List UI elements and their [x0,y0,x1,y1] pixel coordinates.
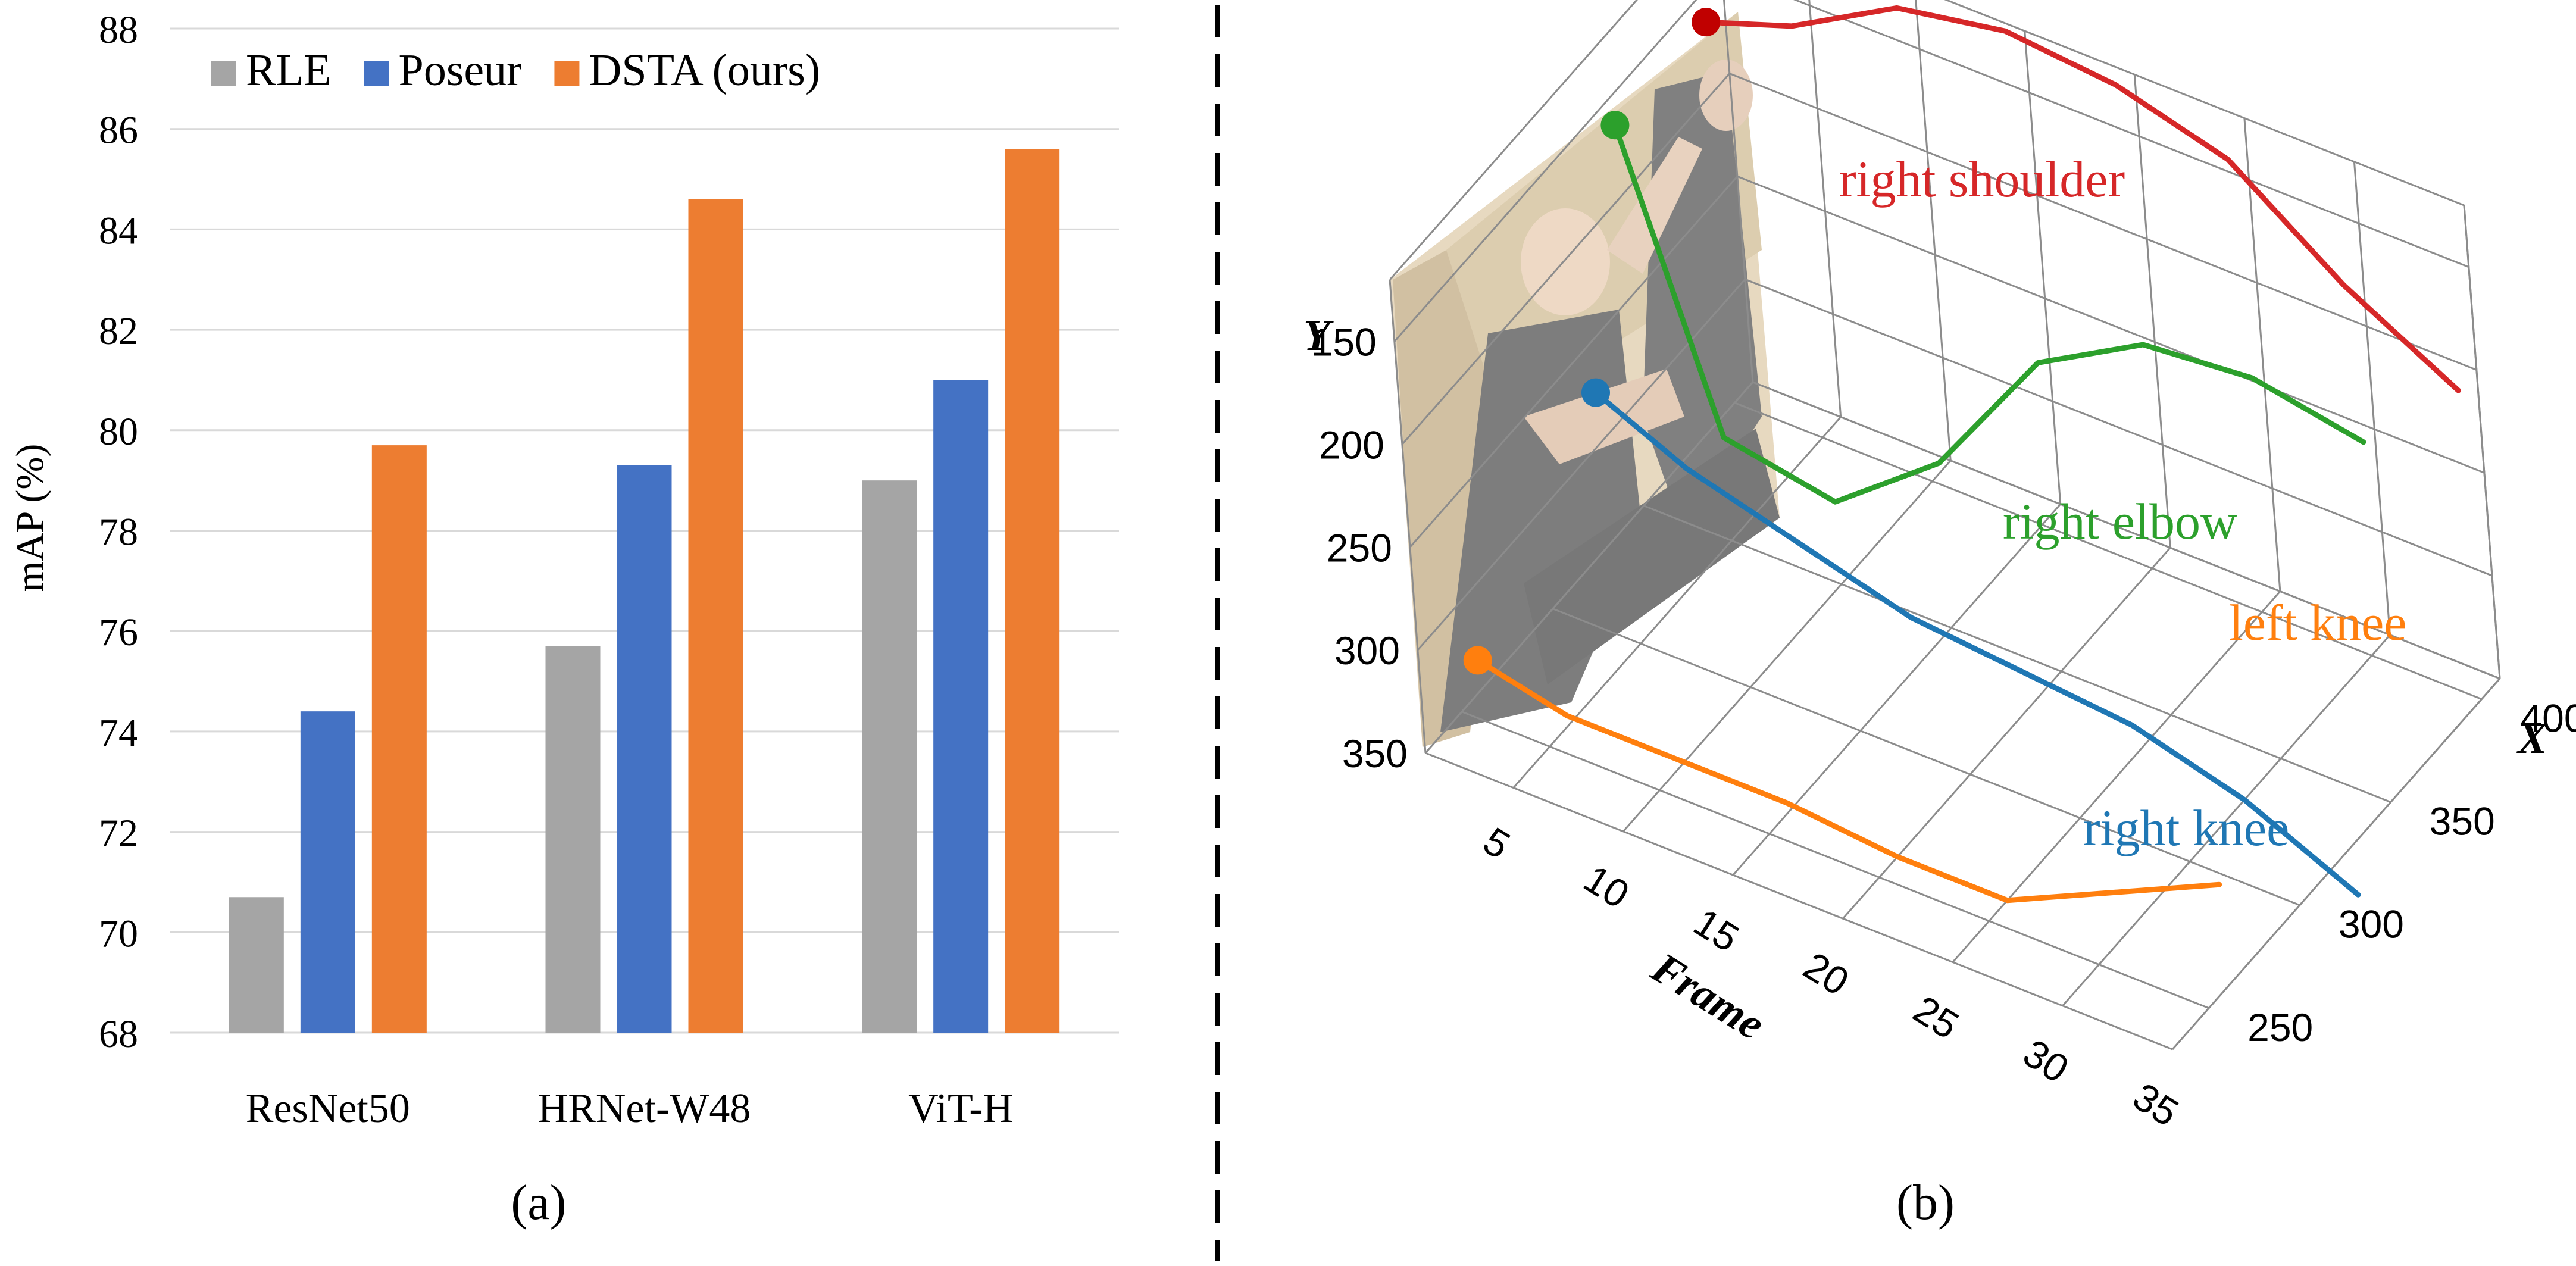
bar-chart-x-tick-labels: ResNet50 HRNet-W48 ViT-H [246,1086,1013,1131]
y-tick-label: 68 [99,1012,138,1056]
trajectory-start-right-knee [1581,378,1610,407]
trajectory-right-knee [1593,390,2361,898]
floor-gridline [1643,505,2391,804]
x-tick-label: 300 [2339,902,2404,946]
y-axis-label: mAP (%) [8,444,52,592]
floor-gridline [2062,634,2391,1006]
joint-trajectory-labels: right shoulder right elbow left knee right … [1839,151,2406,856]
panel-label-b: (b) [1896,1175,1955,1230]
trajectory-label-left-knee: left knee [2229,594,2406,651]
bar-rle-vit-h [862,480,917,1033]
legend-swatch [211,61,236,86]
floor-gridline [1425,752,2173,1051]
trajectory-start-right-elbow [1600,111,1630,140]
legend-swatch [554,61,580,86]
trajectory-right-shoulder [1703,5,2461,393]
back-wall-gridline [2243,118,2281,592]
y-tick-label: 86 [99,109,138,152]
back-wall-gridline [1793,0,2469,268]
y-tick-label: 84 [99,209,138,252]
x-axis-title: X [2516,714,2548,763]
bar-poseur-vit-h [933,380,989,1033]
floor-gridline [1734,402,2482,701]
back-wall-gridline [1745,278,2493,577]
y-tick-label: 200 [1319,423,1384,467]
floor-gridline [1552,608,2300,906]
floor-gridline [1461,711,2209,1009]
bar-chart-panel: 68 70 72 74 76 78 80 82 84 86 88 ResNet50 HRNet-W48… [8,8,1119,1230]
y-tick-label: 250 [1327,526,1392,570]
trajectory-left-knee [1475,657,2222,904]
3d-axis-grid [1389,0,2501,1051]
floor-gridline [1732,504,2061,876]
y-tick-label: 70 [99,912,138,955]
floor-gridline [1622,459,1952,832]
y-tick-label: 300 [1334,629,1400,673]
y-tick-label: 78 [99,511,138,554]
back-wall-gridline [2133,74,2171,548]
back-wall-gridline [1944,0,2465,207]
trajectory-start-left-knee [1463,646,1492,675]
bar-poseur-hrnet-w48 [617,465,672,1033]
y-tick-label: 88 [99,8,138,52]
bar-dsta-ours--vit-h [1005,149,1060,1033]
x-tick-label: 400 [2520,696,2576,740]
bar-chart-y-tick-labels: 68 70 72 74 76 78 80 82 84 86 88 [99,8,138,1056]
trajectory-right-elbow [1612,122,2366,505]
side-wall-gridline [1389,0,1638,280]
joint-trajectories [1463,5,2461,904]
back-wall-gridline [1737,175,2485,474]
bar-chart-legend: RLE Poseur DSTA (ours) [211,45,820,95]
bar-chart-bars [229,149,1060,1033]
side-wall-gridline [1424,382,1754,754]
floor-gridline [1512,416,1842,789]
y-axis-title: Y [1303,311,1334,360]
back-wall-gridline [1729,73,2477,371]
legend-label: Poseur [399,45,522,95]
back-wall-gridline [1723,0,1754,383]
back-wall-gridline [2024,30,2062,505]
bar-dsta-ours--resnet50 [371,445,427,1033]
trajectory-plot-panel: 5101520253035250300350400150200250300350… [1303,0,2576,1230]
back-wall-gridline [1752,381,2500,680]
trajectory-label-right-shoulder: right shoulder [1839,151,2125,208]
back-wall-gridline [2463,205,2501,679]
bar-rle-resnet50 [229,897,284,1033]
trajectory-start-right-shoulder [1692,8,1721,37]
side-wall-gridline [1409,176,1739,548]
y-tick-label: 150 [1311,320,1377,364]
x-tick-label: ResNet50 [246,1086,410,1131]
side-wall-gridline [1401,73,1730,445]
floor-gridline [2171,678,2501,1050]
side-wall-gridline [1393,0,1697,342]
side-wall-gridline [1389,279,1427,754]
legend-label: RLE [246,45,332,95]
y-tick-label: 82 [99,310,138,353]
trajectory-label-right-knee: right knee [2083,799,2289,856]
y-tick-label: 74 [99,711,138,755]
bar-poseur-resnet50 [300,711,355,1033]
trajectory-label-right-elbow: right elbow [2003,493,2237,550]
legend-label: DSTA (ours) [589,45,820,95]
x-tick-label: HRNet-W48 [538,1086,751,1131]
bar-rle-hrnet-w48 [545,646,601,1033]
legend-swatch [364,61,389,86]
x-tick-label: 250 [2247,1005,2313,1049]
y-tick-label: 76 [99,611,138,654]
y-tick-label: 80 [99,410,138,454]
back-wall-gridline [1915,0,1952,461]
panel-label-a: (a) [511,1175,566,1230]
y-tick-label: 350 [1342,732,1408,776]
x-tick-label: 350 [2430,799,2495,843]
video-frame-image [1390,12,1780,747]
x-tick-label: ViT-H [908,1086,1013,1131]
back-wall-gridline [2353,161,2391,635]
bar-dsta-ours--hrnet-w48 [688,199,743,1033]
y-tick-label: 72 [99,812,138,855]
